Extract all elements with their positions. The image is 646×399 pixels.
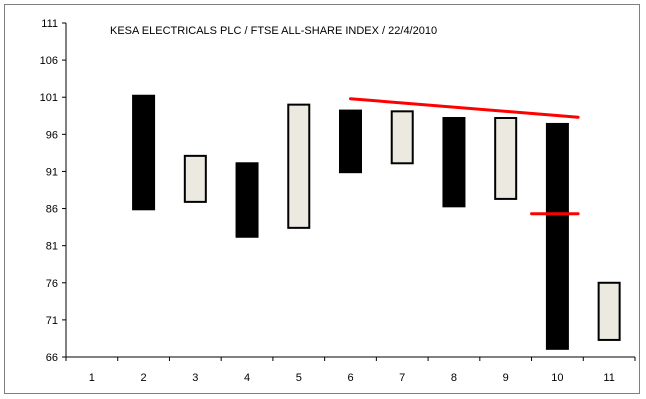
y-tick-label: 91 — [46, 166, 58, 178]
axes — [65, 23, 635, 358]
y-tick-label: 66 — [46, 352, 58, 364]
y-tick-label: 96 — [46, 129, 58, 141]
y-axis-ticks: 66 71 76 81 86 91 96 101 106 111 — [40, 18, 66, 364]
candle-3 — [183, 154, 207, 203]
chart-frame — [4, 4, 640, 394]
candle-11 — [597, 281, 621, 341]
candle-8 — [442, 117, 466, 208]
x-tick-label: 8 — [451, 372, 457, 384]
x-tick-label: 7 — [399, 372, 405, 384]
annotations — [349, 97, 580, 216]
candle-5 — [287, 103, 311, 229]
candle-10 — [545, 122, 569, 350]
chart-title: KESA ELECTRICALS PLC / FTSE ALL-SHARE IN… — [110, 25, 437, 37]
candle-9 — [494, 117, 518, 200]
y-tick-label: 71 — [46, 315, 58, 327]
x-tick-label: 5 — [296, 372, 302, 384]
x-tick-label: 9 — [503, 372, 509, 384]
x-tick-label: 2 — [141, 372, 147, 384]
x-tick-label: 10 — [551, 372, 563, 384]
x-tick-label: 6 — [347, 372, 353, 384]
x-tick-label: 3 — [192, 372, 198, 384]
x-tick-label: 1 — [89, 372, 95, 384]
x-axis-ticks: 1 2 3 4 5 6 7 8 9 10 11 — [65, 357, 636, 384]
candle-2 — [132, 94, 156, 211]
y-tick-label: 111 — [41, 18, 58, 30]
candles — [132, 94, 621, 350]
y-tick-label: 86 — [46, 204, 58, 216]
x-tick-label: 4 — [244, 372, 250, 384]
y-tick-label: 81 — [46, 241, 58, 253]
x-tick-label: 11 — [603, 372, 614, 384]
candle-7 — [390, 110, 414, 165]
resistance-trendline — [349, 97, 580, 119]
y-tick-label: 76 — [46, 278, 58, 290]
candle-4 — [235, 162, 259, 238]
candle-6 — [339, 109, 362, 174]
y-tick-label: 101 — [40, 92, 58, 104]
y-tick-label: 106 — [40, 55, 58, 67]
